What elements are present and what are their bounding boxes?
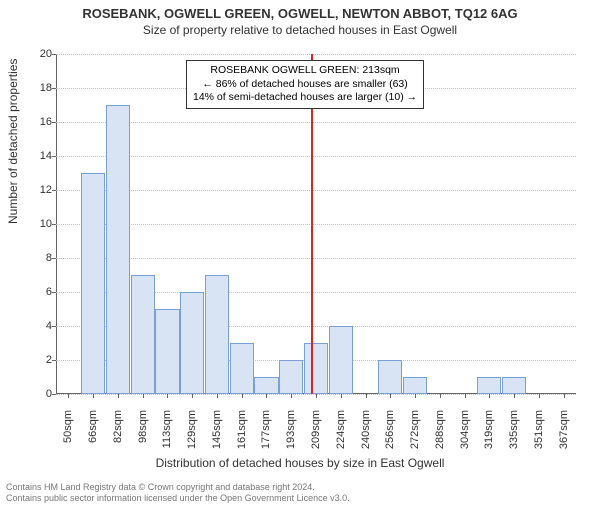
histogram-bar — [403, 377, 427, 394]
grid-line — [56, 224, 576, 225]
y-tick-label: 8 — [26, 252, 52, 264]
x-tick-mark — [341, 394, 342, 398]
x-tick-mark — [390, 394, 391, 398]
footer-line: Contains HM Land Registry data © Crown c… — [6, 482, 350, 493]
x-tick-mark — [489, 394, 490, 398]
x-tick-mark — [564, 394, 565, 398]
y-tick-mark — [52, 54, 56, 55]
histogram-bar — [131, 275, 155, 394]
histogram-bar — [279, 360, 303, 394]
x-tick-mark — [366, 394, 367, 398]
page-title: ROSEBANK, OGWELL GREEN, OGWELL, NEWTON A… — [0, 6, 600, 21]
x-tick-mark — [316, 394, 317, 398]
x-tick-mark — [465, 394, 466, 398]
histogram-bar — [81, 173, 105, 394]
y-tick-mark — [52, 394, 56, 395]
y-tick-label: 6 — [26, 286, 52, 298]
y-axis-label: Number of detached properties — [6, 59, 20, 224]
y-tick-mark — [52, 88, 56, 89]
x-tick-mark — [192, 394, 193, 398]
x-tick-mark — [266, 394, 267, 398]
x-tick-mark — [93, 394, 94, 398]
footer: Contains HM Land Registry data © Crown c… — [6, 482, 350, 504]
grid-line — [56, 156, 576, 157]
y-tick-mark — [52, 292, 56, 293]
y-tick-label: 14 — [26, 150, 52, 162]
x-tick-mark — [291, 394, 292, 398]
y-tick-label: 20 — [26, 48, 52, 60]
y-tick-mark — [52, 156, 56, 157]
histogram-bar — [304, 343, 328, 394]
y-tick-mark — [52, 190, 56, 191]
y-tick-mark — [52, 122, 56, 123]
histogram-bar — [155, 309, 179, 394]
x-tick-mark — [415, 394, 416, 398]
x-tick-mark — [242, 394, 243, 398]
y-tick-label: 4 — [26, 320, 52, 332]
y-tick-label: 16 — [26, 116, 52, 128]
x-tick-mark — [143, 394, 144, 398]
x-tick-mark — [118, 394, 119, 398]
histogram-bar — [106, 105, 130, 394]
annotation-line: 14% of semi-detached houses are larger (… — [193, 91, 417, 105]
y-tick-label: 10 — [26, 218, 52, 230]
histogram-bar — [477, 377, 501, 394]
histogram-bar — [378, 360, 402, 394]
histogram-bar — [329, 326, 353, 394]
x-tick-mark — [68, 394, 69, 398]
annotation-line: ← 86% of detached houses are smaller (63… — [193, 78, 417, 92]
y-tick-mark — [52, 326, 56, 327]
histogram-bar — [502, 377, 526, 394]
histogram-bar — [180, 292, 204, 394]
x-tick-mark — [514, 394, 515, 398]
x-tick-mark — [167, 394, 168, 398]
x-tick-mark — [217, 394, 218, 398]
grid-line — [56, 54, 576, 55]
y-tick-label: 2 — [26, 354, 52, 366]
y-tick-mark — [52, 360, 56, 361]
y-tick-label: 18 — [26, 82, 52, 94]
y-tick-mark — [52, 258, 56, 259]
histogram-bar — [254, 377, 278, 394]
annotation-line: ROSEBANK OGWELL GREEN: 213sqm — [193, 64, 417, 78]
x-axis-label: Distribution of detached houses by size … — [0, 456, 600, 470]
histogram-bar — [230, 343, 254, 394]
x-tick-mark — [440, 394, 441, 398]
page-subtitle: Size of property relative to detached ho… — [0, 23, 600, 37]
grid-line — [56, 122, 576, 123]
histogram-bar — [205, 275, 229, 394]
grid-line — [56, 258, 576, 259]
annotation-box: ROSEBANK OGWELL GREEN: 213sqm ← 86% of d… — [186, 60, 424, 109]
y-tick-label: 12 — [26, 184, 52, 196]
chart-area: 0246810121416182050sqm66sqm82sqm98sqm113… — [56, 54, 576, 394]
y-tick-mark — [52, 224, 56, 225]
footer-line: Contains public sector information licen… — [6, 493, 350, 504]
y-tick-label: 0 — [26, 388, 52, 400]
grid-line — [56, 190, 576, 191]
x-tick-mark — [539, 394, 540, 398]
